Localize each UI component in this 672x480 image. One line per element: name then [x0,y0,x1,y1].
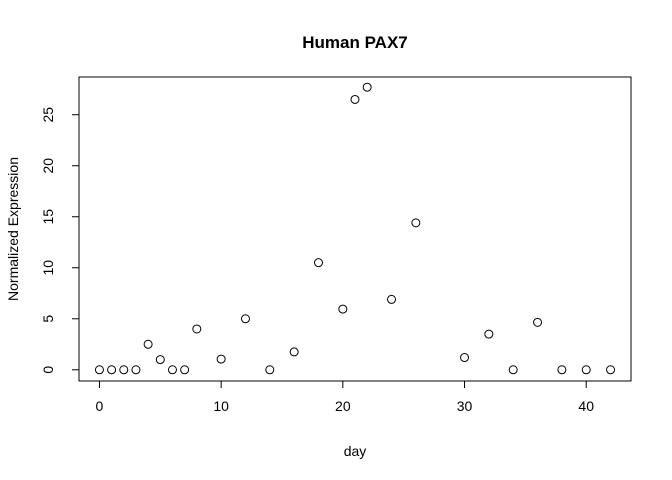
data-point [167,365,177,375]
data-point [289,347,299,357]
plot-frame [78,76,632,382]
chart-title: Human PAX7 [302,33,408,52]
x-axis-label: day [344,443,367,459]
data-point [581,365,591,375]
y-tick-label: 15 [40,209,56,225]
data-point [107,365,117,375]
y-tick-label: 25 [40,107,56,123]
data-point [119,365,129,375]
x-tick-label: 0 [96,398,104,414]
data-point [362,82,372,92]
y-tick-label: 5 [40,315,56,323]
x-tick-label: 20 [335,398,351,414]
data-point [350,94,360,104]
x-axis: 0 10 20 30 40 [96,380,594,414]
data-point [557,365,567,375]
data-point [338,304,348,314]
y-tick-label: 10 [40,260,56,276]
data-point [240,314,250,324]
data-point [265,365,275,375]
data-point [533,317,543,327]
y-axis-label: Normalized Expression [5,157,21,301]
y-tick-label: 20 [40,158,56,174]
data-point [606,365,616,375]
y-axis: 0 5 10 15 20 25 [40,107,80,374]
data-point [192,324,202,334]
y-tick-label: 0 [40,366,56,374]
data-point [131,365,141,375]
data-point [411,218,421,228]
data-point [313,258,323,268]
data-point [143,339,153,349]
data-point [216,354,226,364]
data-point [484,329,494,339]
data-point [94,365,104,375]
data-point [155,355,165,365]
data-point [508,365,518,375]
x-tick-label: 30 [457,398,473,414]
data-points [94,82,616,375]
data-point [180,365,190,375]
x-tick-label: 10 [213,398,229,414]
data-point [460,353,470,363]
x-tick-label: 40 [578,398,594,414]
data-point [387,294,397,304]
